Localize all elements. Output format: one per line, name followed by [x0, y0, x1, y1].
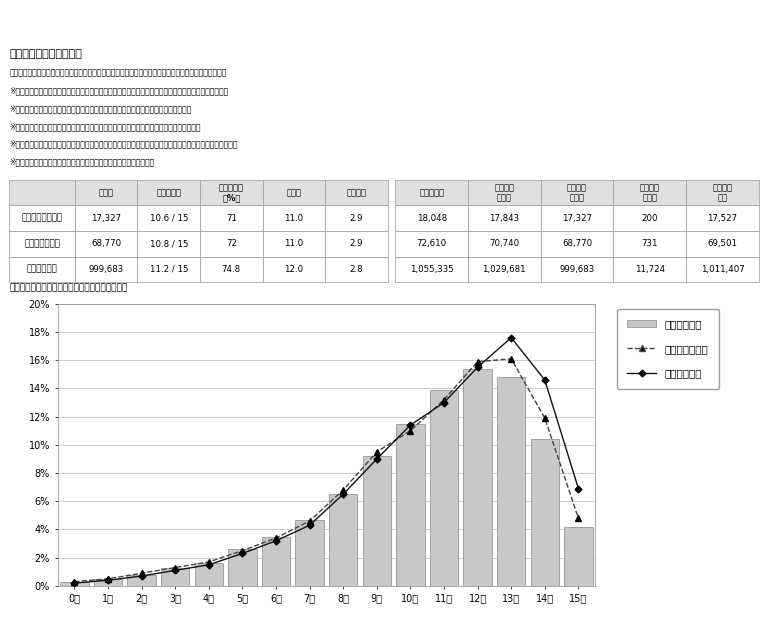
Bar — [94, 579, 122, 586]
Bar — [296, 520, 324, 586]
Bar — [60, 582, 88, 586]
Text: ※在籍児童数及び調査対象児童数は，学校から回答のあった児童の人数を集計した値。: ※在籍児童数及び調査対象児童数は，学校から回答のあった児童の人数を集計した値。 — [9, 104, 191, 113]
Text: ・以下の集計値／グラフは，４月１８日に実施した調査の結果を，児童を対象として集計した値である。: ・以下の集計値／グラフは，４月１８日に実施した調査の結果を，児童を対象として集計… — [9, 68, 227, 78]
Bar — [161, 567, 190, 586]
Text: 平成２９年度全国学力・学習状況調査: 平成２９年度全国学力・学習状況調査 — [9, 5, 107, 14]
Bar — [564, 526, 593, 586]
Text: 大阪市教育委員会－児童: 大阪市教育委員会－児童 — [9, 48, 82, 59]
Legend: 貴教育委員会, 大阪府（公立）, 全国（公立）: 貴教育委員会, 大阪府（公立）, 全国（公立） — [617, 309, 719, 389]
Text: 調査結果概況　［国語Ａ：主として知識］: 調査結果概況 ［国語Ａ：主として知識］ — [9, 21, 199, 39]
Bar — [228, 549, 257, 586]
Text: ※当日実施児童数は，４月１８日に実施した調査（国語Ａ）の解答用紙を提出した児童数。: ※当日実施児童数は，４月１８日に実施した調査（国語Ａ）の解答用紙を提出した児童数… — [9, 122, 200, 131]
Bar — [329, 494, 357, 586]
Text: ※参考として，在籍児童数，調査対象児童数，当日実施児童数，後日実施児童数，実施児童総数を示す。: ※参考として，在籍児童数，調査対象児童数，当日実施児童数，後日実施児童数，実施児… — [9, 86, 228, 95]
Bar — [194, 564, 223, 586]
Bar — [396, 423, 425, 586]
Bar — [362, 456, 391, 586]
Bar — [463, 369, 492, 586]
Text: ※実施児童総数は，当日実施児童数と後日実施児童数を合計した値。: ※実施児童総数は，当日実施児童数と後日実施児童数を合計した値。 — [9, 157, 154, 167]
Text: ※後日実施児童数は，４月１９日以降８月２日までに実施した調査（国語Ａ）の解答用紙を提出した児童数。: ※後日実施児童数は，４月１９日以降８月２日までに実施した調査（国語Ａ）の解答用紙… — [9, 140, 238, 149]
Bar — [262, 536, 290, 586]
Bar — [497, 377, 525, 586]
Bar — [430, 390, 458, 586]
Bar — [127, 575, 156, 586]
Text: 正答数分布グラフ（横軸：正答数，縦軸：割合）: 正答数分布グラフ（横軸：正答数，縦軸：割合） — [9, 283, 127, 292]
Bar — [531, 439, 559, 586]
